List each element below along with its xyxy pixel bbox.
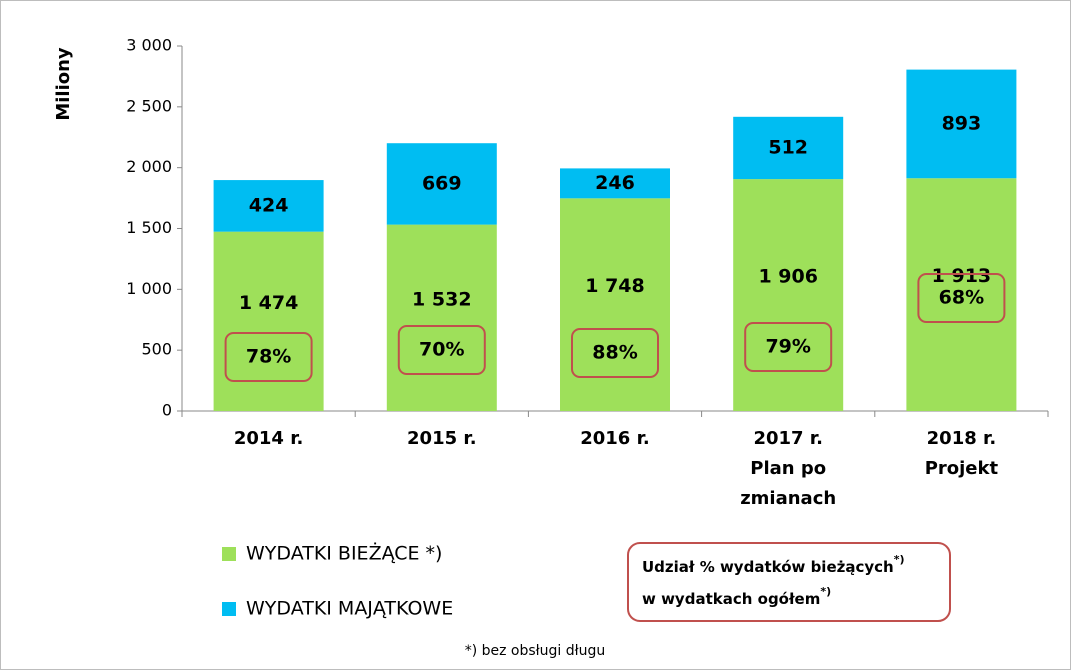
data-label: 1 913 [932, 265, 992, 287]
bar-segment [733, 179, 844, 411]
data-label: 1 532 [412, 288, 472, 310]
share-box [571, 328, 659, 378]
y-tick-label: 2 500 [126, 96, 172, 115]
share-legend-sup: *) [894, 553, 905, 566]
data-label: 1 474 [239, 292, 299, 314]
x-tick-label: Plan po [750, 458, 826, 479]
data-label: 669 [422, 172, 462, 194]
y-axis-label: Miliony [53, 47, 74, 121]
x-tick-label: 2018 r. [927, 428, 997, 449]
legend-label: WYDATKI BIEŻĄCE *) [246, 542, 442, 565]
share-legend-main: w wydatkach ogółem [642, 590, 820, 608]
x-tick-label: Projekt [925, 458, 999, 479]
x-tick-label: 2014 r. [234, 428, 304, 449]
legend-swatch [222, 602, 236, 616]
x-tick-label: 2016 r. [580, 428, 650, 449]
share-legend-main: Udział % wydatków bieżących [642, 558, 894, 576]
share-box [917, 273, 1006, 323]
share-legend-text: Udział % wydatków bieżących*) [642, 553, 905, 576]
data-label: 1 906 [758, 266, 818, 288]
bar-segment [386, 143, 497, 225]
bar-segment [906, 178, 1017, 411]
legend-label: WYDATKI MAJĄTKOWE [246, 598, 453, 620]
bar-segment [906, 69, 1017, 179]
share-box [744, 322, 833, 372]
share-legend-box [627, 542, 951, 622]
share-legend-sup: *) [820, 585, 831, 598]
share-legend-text: w wydatkach ogółem*) [642, 585, 831, 608]
share-label: 88% [592, 342, 637, 364]
x-tick-label: 2017 r. [753, 428, 823, 449]
y-tick-label: 1 000 [126, 279, 172, 298]
data-label: 512 [768, 136, 808, 158]
bar-segment [386, 224, 497, 411]
y-tick-label: 500 [141, 340, 172, 359]
bar-segment [733, 116, 844, 180]
y-tick-label: 0 [162, 401, 172, 420]
share-label: 78% [246, 346, 291, 368]
data-label: 1 748 [585, 275, 645, 297]
bar-segment [560, 168, 670, 199]
legend-swatch [222, 547, 236, 561]
footnote: *) bez obsługi długu [465, 643, 606, 659]
share-label: 70% [419, 339, 464, 361]
y-tick-label: 3 000 [126, 36, 172, 55]
x-tick-label: zmianach [740, 488, 836, 509]
y-tick-label: 1 500 [126, 218, 172, 237]
y-tick-label: 2 000 [126, 157, 172, 176]
data-label: 893 [942, 112, 982, 134]
share-box [397, 325, 486, 375]
bar-segment [213, 231, 324, 411]
bar-segment [213, 180, 324, 232]
bar-segment [560, 198, 670, 411]
share-label: 79% [765, 336, 810, 358]
data-label: 246 [595, 172, 635, 194]
data-label: 424 [249, 194, 289, 216]
x-tick-label: 2015 r. [407, 428, 477, 449]
share-label: 68% [939, 287, 984, 309]
share-box [224, 332, 313, 382]
